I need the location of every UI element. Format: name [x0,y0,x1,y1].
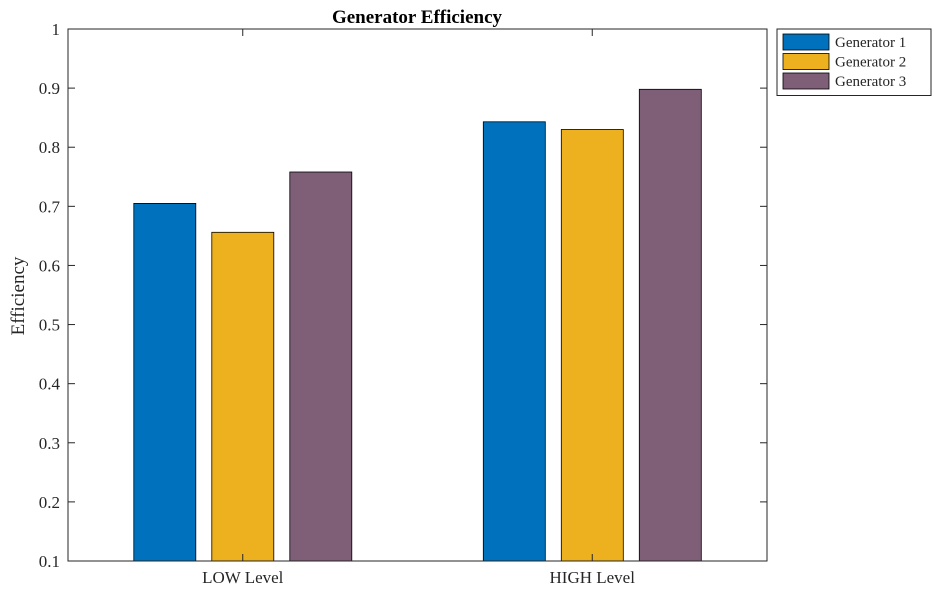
bar-2-1 [211,231,275,562]
axes-layer: 0.1 0.2 0.3 0.4 0.5 0.6 0.7 0.8 0.9 1 LOW Level HIG… [39,20,768,587]
y-tick-label: 0.2 [39,493,60,512]
bar-3-2 [638,88,702,562]
legend-label-3: Generator 3 [835,74,906,90]
bar-1-2 [482,121,546,562]
y-tick-label: 0.4 [39,375,61,394]
y-tick-label: 0.1 [39,552,60,571]
x-tick-label: HIGH Level [550,568,636,587]
y-tick-label: 1 [52,20,61,39]
x-tick-label: LOW Level [202,568,284,587]
y-tick-label: 0.7 [39,197,61,216]
plot-frame [67,28,768,562]
chart-title: Generator Efficiency [332,7,503,28]
y-tick-label: 0.9 [39,79,60,98]
bar-2-2 [560,129,624,562]
y-tick-label: 0.8 [39,138,60,157]
legend-swatch-3 [782,72,830,90]
y-tick-label: 0.6 [39,256,60,275]
legend-swatch-2 [782,53,830,70]
y-tick-label: 0.5 [39,316,60,335]
legend-swatch-1 [782,33,830,51]
legend: Generator 1 Generator 2 Generator 3 [776,28,932,96]
legend-label-1: Generator 1 [835,35,906,51]
bars-layer [133,88,702,562]
y-axis-label: Efficiency [8,256,29,335]
legend-label-2: Generator 2 [835,55,906,71]
bar-1-1 [133,202,197,562]
y-tick-label: 0.3 [39,434,60,453]
bar-3-1 [289,171,353,562]
